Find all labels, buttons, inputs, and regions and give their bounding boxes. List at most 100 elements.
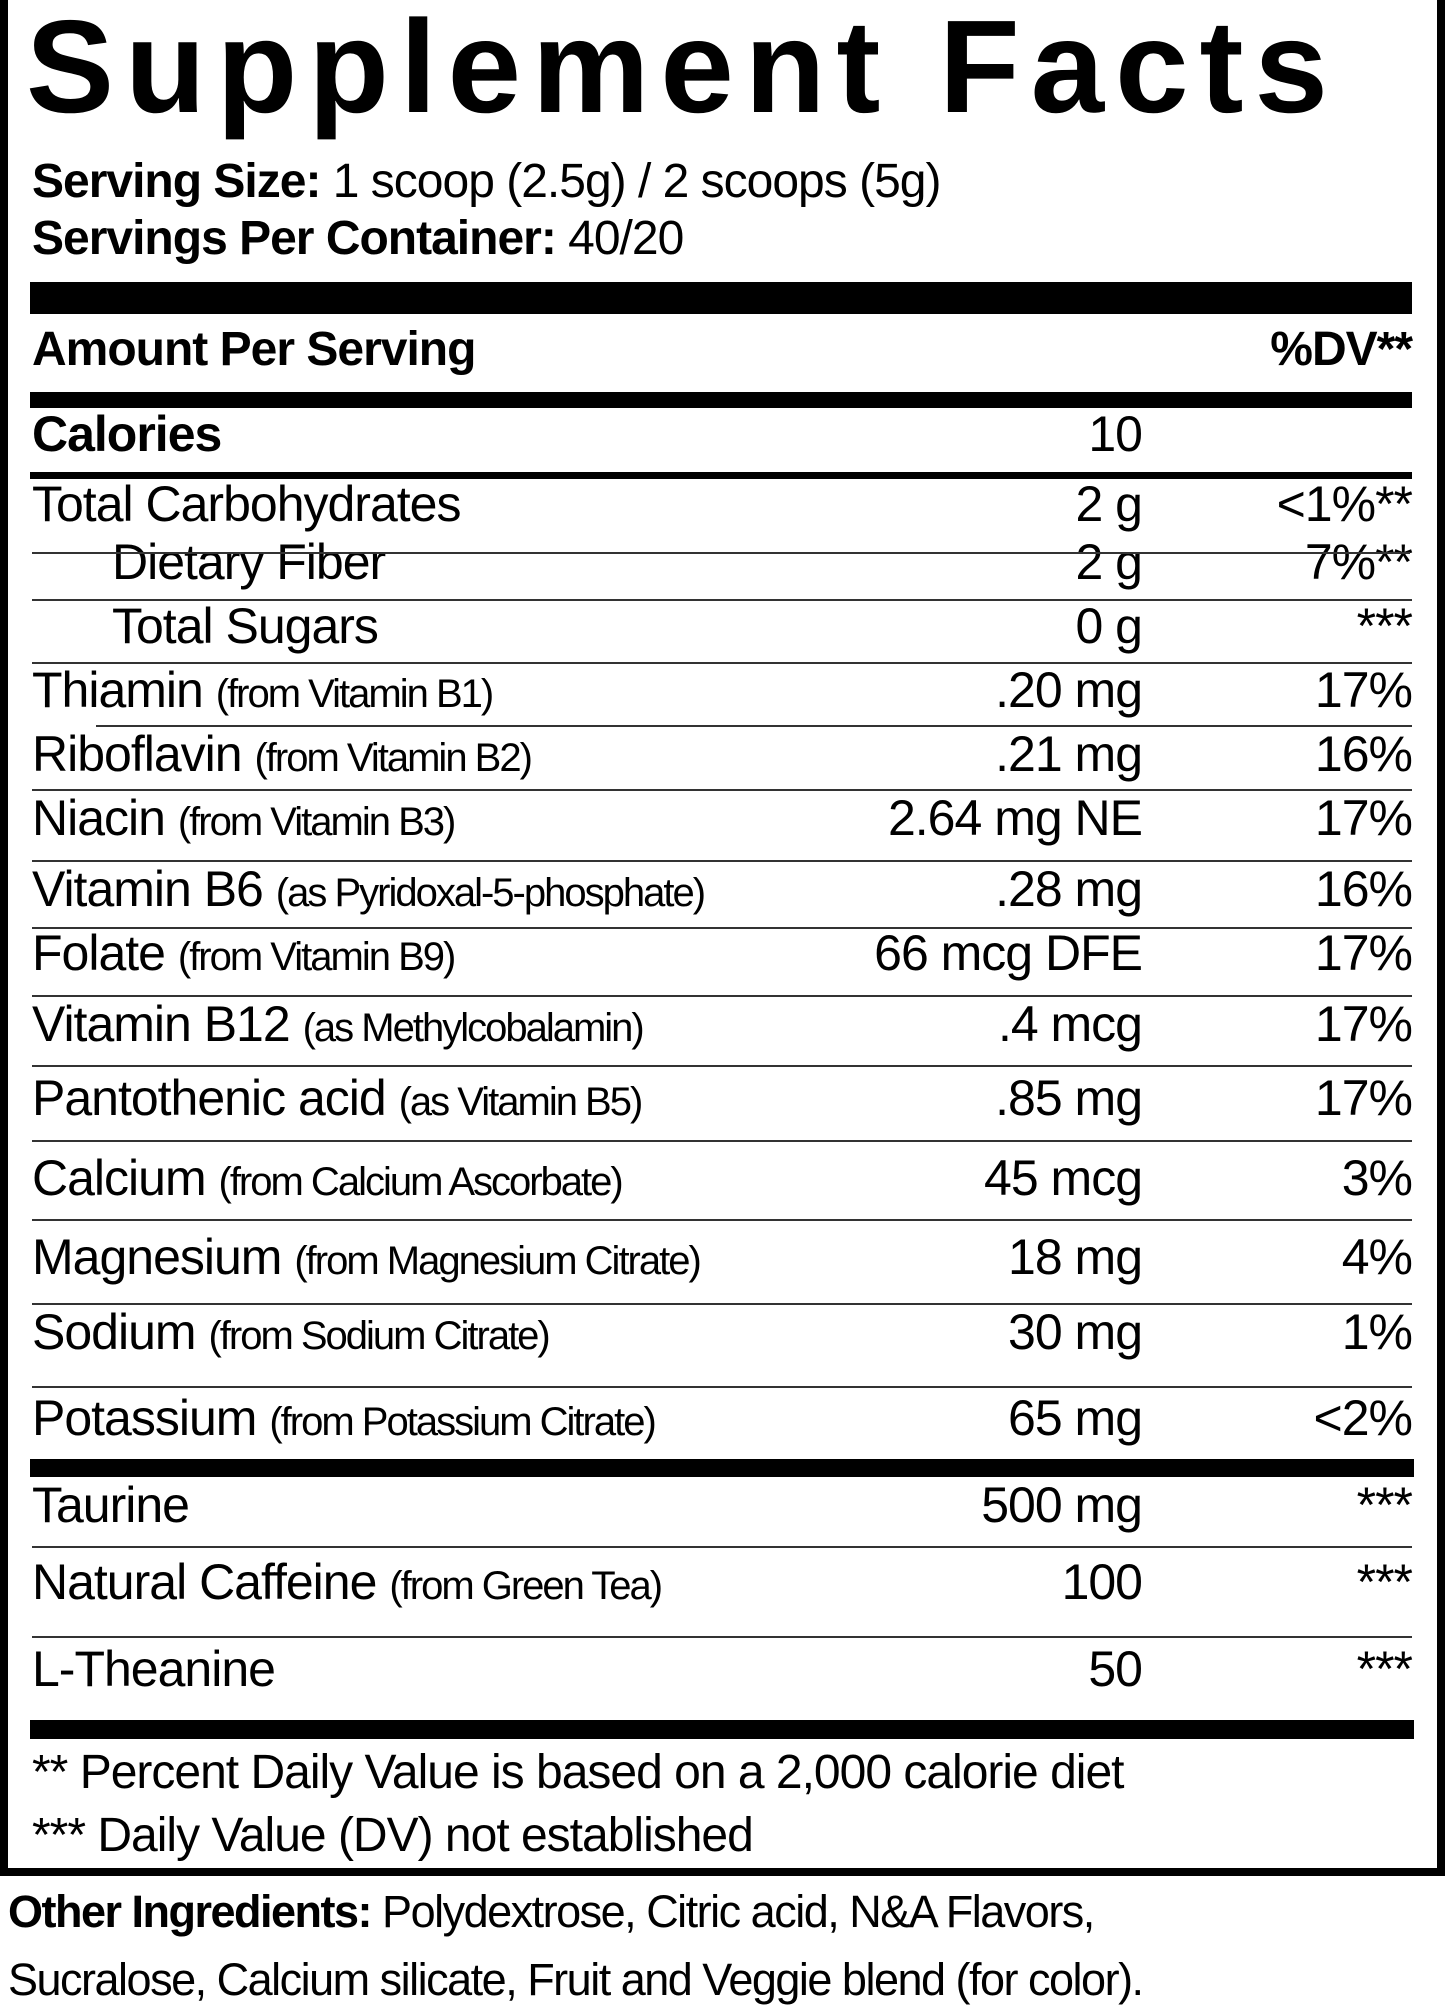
nutrient-name: Thiamin — [32, 662, 204, 718]
nutrient-row: Vitamin B12 (as Methylcobalamin) .4 mcg 17… — [32, 996, 1413, 1052]
nutrient-name-cell: Total Carbohydrates — [32, 476, 461, 532]
other-ingredients-label: Other Ingredients: — [8, 1886, 373, 1937]
nutrient-row: Niacin (from Vitamin B3) 2.64 mg NE 17% — [32, 790, 1413, 846]
nutrient-source: (from Potassium Citrate) — [269, 1400, 656, 1444]
divider-thick — [30, 392, 1412, 408]
nutrient-amount: .85 mg — [995, 1070, 1143, 1126]
other-ingredients-line2: Sucralose, Calcium silicate, Fruit and V… — [8, 1954, 1144, 2005]
nutrient-name-cell: Magnesium (from Magnesium Citrate) — [32, 1229, 702, 1289]
other-ingredients-line1: Other Ingredients: Polydextrose, Citric … — [8, 1882, 1095, 1942]
divider-thin — [32, 1303, 1412, 1305]
nutrient-dv: *** — [1356, 1554, 1413, 1610]
divider-thin — [32, 927, 1412, 929]
nutrient-row: Vitamin B6 (as Pyridoxal-5-phosphate) .28… — [32, 861, 1413, 917]
divider-thin — [32, 1386, 1412, 1388]
divider-thick — [30, 1459, 1414, 1477]
nutrient-dv: 3% — [1341, 1150, 1413, 1206]
nutrient-row: Total Carbohydrates 2 g <1%** — [32, 476, 1413, 532]
nutrient-amount: .4 mcg — [997, 996, 1143, 1052]
nutrient-name-cell: Thiamin (from Vitamin B1) — [32, 662, 494, 722]
nutrient-source: (from Sodium Citrate) — [208, 1314, 550, 1358]
nutrient-row: L-Theanine 50 *** — [32, 1641, 1413, 1697]
nutrient-row: Thiamin (from Vitamin B1) .20 mg 17% — [32, 662, 1413, 718]
nutrient-name-cell: Pantothenic acid (as Vitamin B5) — [32, 1070, 644, 1130]
nutrient-amount: .21 mg — [995, 726, 1143, 782]
footnote-dv: ** Percent Daily Value is based on a 2,0… — [32, 1746, 1124, 1799]
nutrient-dv: 4% — [1341, 1229, 1413, 1285]
nutrient-source: (from Magnesium Citrate) — [294, 1239, 701, 1283]
nutrient-name: Taurine — [32, 1477, 190, 1533]
nutrient-dv: 16% — [1314, 861, 1413, 917]
divider-thin — [32, 860, 1412, 862]
nutrient-name: Folate — [32, 925, 166, 981]
nutrient-name-cell: Vitamin B6 (as Pyridoxal-5-phosphate) — [32, 861, 706, 921]
divider-thin — [32, 995, 1412, 997]
divider-medium — [30, 472, 1412, 479]
nutrient-row: Riboflavin (from Vitamin B2) .21 mg 16% — [32, 726, 1413, 782]
nutrient-amount: 2 g — [1075, 534, 1143, 590]
nutrient-name: Niacin — [32, 790, 166, 846]
nutrient-name: Magnesium — [32, 1229, 282, 1285]
nutrient-amount: 30 mg — [1008, 1304, 1143, 1360]
nutrient-dv: 17% — [1314, 662, 1413, 718]
nutrient-dv: 7%** — [1304, 534, 1413, 590]
nutrient-name: Riboflavin — [32, 726, 243, 782]
nutrient-source: (as Methylcobalamin) — [302, 1006, 645, 1050]
nutrient-amount: 50 — [1088, 1641, 1143, 1697]
nutrient-name-cell: Total Sugars — [112, 598, 379, 654]
nutrient-dv: 1% — [1341, 1304, 1413, 1360]
nutrient-name-cell: Sodium (from Sodium Citrate) — [32, 1304, 551, 1364]
nutrient-amount: 65 mg — [1008, 1390, 1143, 1446]
servings-per-container: Servings Per Container: 40/20 — [32, 211, 684, 267]
amount-per-serving-header: Amount Per Serving — [32, 323, 476, 376]
divider-thin — [32, 1636, 1412, 1638]
nutrient-row: Potassium (from Potassium Citrate) 65 mg <… — [32, 1390, 1413, 1446]
nutrient-source: (as Vitamin B5) — [398, 1080, 644, 1124]
panel-title: Supplement Facts — [26, 0, 1339, 140]
nutrient-name: Pantothenic acid — [32, 1070, 387, 1126]
nutrient-name-cell: Dietary Fiber — [112, 534, 386, 590]
nutrient-source: (from Vitamin B9) — [177, 935, 456, 979]
nutrient-name: Calcium — [32, 1150, 207, 1206]
nutrient-name-cell: Potassium (from Potassium Citrate) — [32, 1390, 657, 1450]
nutrient-amount: .28 mg — [995, 861, 1143, 917]
nutrient-dv: 17% — [1314, 925, 1413, 981]
nutrient-source: (from Calcium Ascorbate) — [218, 1160, 624, 1204]
nutrient-amount: 66 mcg DFE — [874, 925, 1143, 981]
divider-thick — [30, 1720, 1414, 1739]
nutrient-source: (from Green Tea) — [389, 1564, 663, 1608]
divider-thin — [32, 662, 1412, 664]
nutrient-name: Vitamin B6 — [32, 861, 264, 917]
nutrient-name-cell: Vitamin B12 (as Methylcobalamin) — [32, 996, 645, 1056]
nutrient-dv: *** — [1356, 598, 1413, 654]
nutrient-dv: 17% — [1314, 996, 1413, 1052]
divider-thin — [32, 1546, 1412, 1548]
nutrient-row: Total Sugars 0 g *** — [32, 598, 1413, 654]
nutrient-amount: .20 mg — [995, 662, 1143, 718]
nutrient-row: Calcium (from Calcium Ascorbate) 45 mcg 3% — [32, 1150, 1413, 1206]
nutrient-dv: *** — [1356, 1641, 1413, 1697]
nutrient-source: (from Vitamin B2) — [254, 736, 532, 780]
nutrient-row: Sodium (from Sodium Citrate) 30 mg 1% — [32, 1304, 1413, 1360]
divider-thin — [32, 1219, 1412, 1221]
divider-thin — [32, 552, 1410, 554]
nutrient-name: L-Theanine — [32, 1641, 276, 1697]
footnote-not-established: *** Daily Value (DV) not established — [32, 1809, 754, 1862]
nutrient-dv: *** — [1356, 1477, 1413, 1533]
other-ingredients-text: Polydextrose, Citric acid, N&A Flavors, — [371, 1886, 1095, 1937]
serving-size-value: 1 scoop (2.5g) / 2 scoops (5g) — [320, 155, 942, 208]
serving-size: Serving Size: 1 scoop (2.5g) / 2 scoops … — [32, 154, 942, 210]
nutrient-row: Folate (from Vitamin B9) 66 mcg DFE 17% — [32, 925, 1413, 981]
nutrient-row: Magnesium (from Magnesium Citrate) 18 mg 4… — [32, 1229, 1413, 1285]
nutrient-name: Calories — [32, 406, 222, 462]
divider-thin — [32, 1065, 1412, 1067]
nutrient-dv: <2% — [1313, 1390, 1413, 1446]
nutrient-dv: 17% — [1314, 790, 1413, 846]
divider-thin — [32, 1140, 1412, 1142]
nutrient-amount: 500 mg — [981, 1477, 1143, 1533]
divider-thin — [96, 725, 1412, 727]
divider-thin — [32, 789, 1412, 791]
nutrient-row: Pantothenic acid (as Vitamin B5) .85 mg 17… — [32, 1070, 1413, 1126]
nutrient-name-cell: Riboflavin (from Vitamin B2) — [32, 726, 533, 786]
nutrient-name: Potassium — [32, 1390, 257, 1446]
